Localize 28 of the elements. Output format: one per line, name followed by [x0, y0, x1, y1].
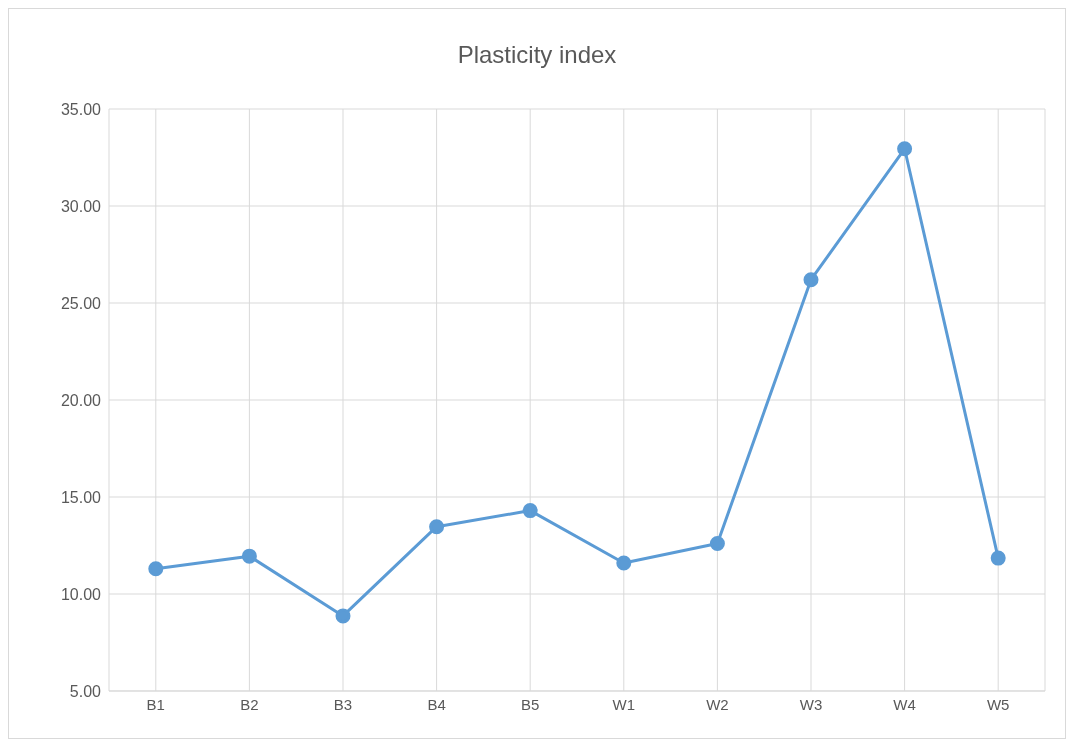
y-tick-label: 25.00	[60, 294, 102, 312]
y-tick-label: 35.00	[60, 100, 102, 118]
point	[335, 608, 351, 624]
x-tick-label: W3	[799, 695, 823, 713]
y-tick-label: 15.00	[60, 488, 102, 506]
chart-title: Plasticity index	[456, 41, 618, 70]
y-tick-label: 10.00	[60, 585, 102, 603]
x-tick-label: W4	[893, 695, 916, 713]
x-tick-label: W5	[986, 695, 1010, 713]
point	[803, 272, 819, 288]
x-tick-label: B2	[240, 695, 259, 713]
y-tick-label: 5.00	[69, 682, 102, 700]
point	[709, 536, 725, 552]
x-tick-label: B3	[333, 695, 353, 713]
point	[148, 561, 164, 577]
point	[616, 555, 632, 571]
x-tick-label: W2	[706, 695, 729, 713]
x-tick-label: W1	[612, 695, 636, 713]
y-tick-label: 20.00	[60, 391, 102, 409]
point	[990, 550, 1006, 566]
x-tick-label: B1	[146, 695, 165, 713]
x-tick-label: B4	[427, 695, 446, 713]
point	[429, 519, 445, 535]
x-tick-label: B5	[521, 695, 540, 713]
point	[522, 503, 538, 519]
point	[241, 548, 257, 564]
point	[897, 141, 913, 157]
y-tick-label: 30.00	[60, 197, 102, 215]
